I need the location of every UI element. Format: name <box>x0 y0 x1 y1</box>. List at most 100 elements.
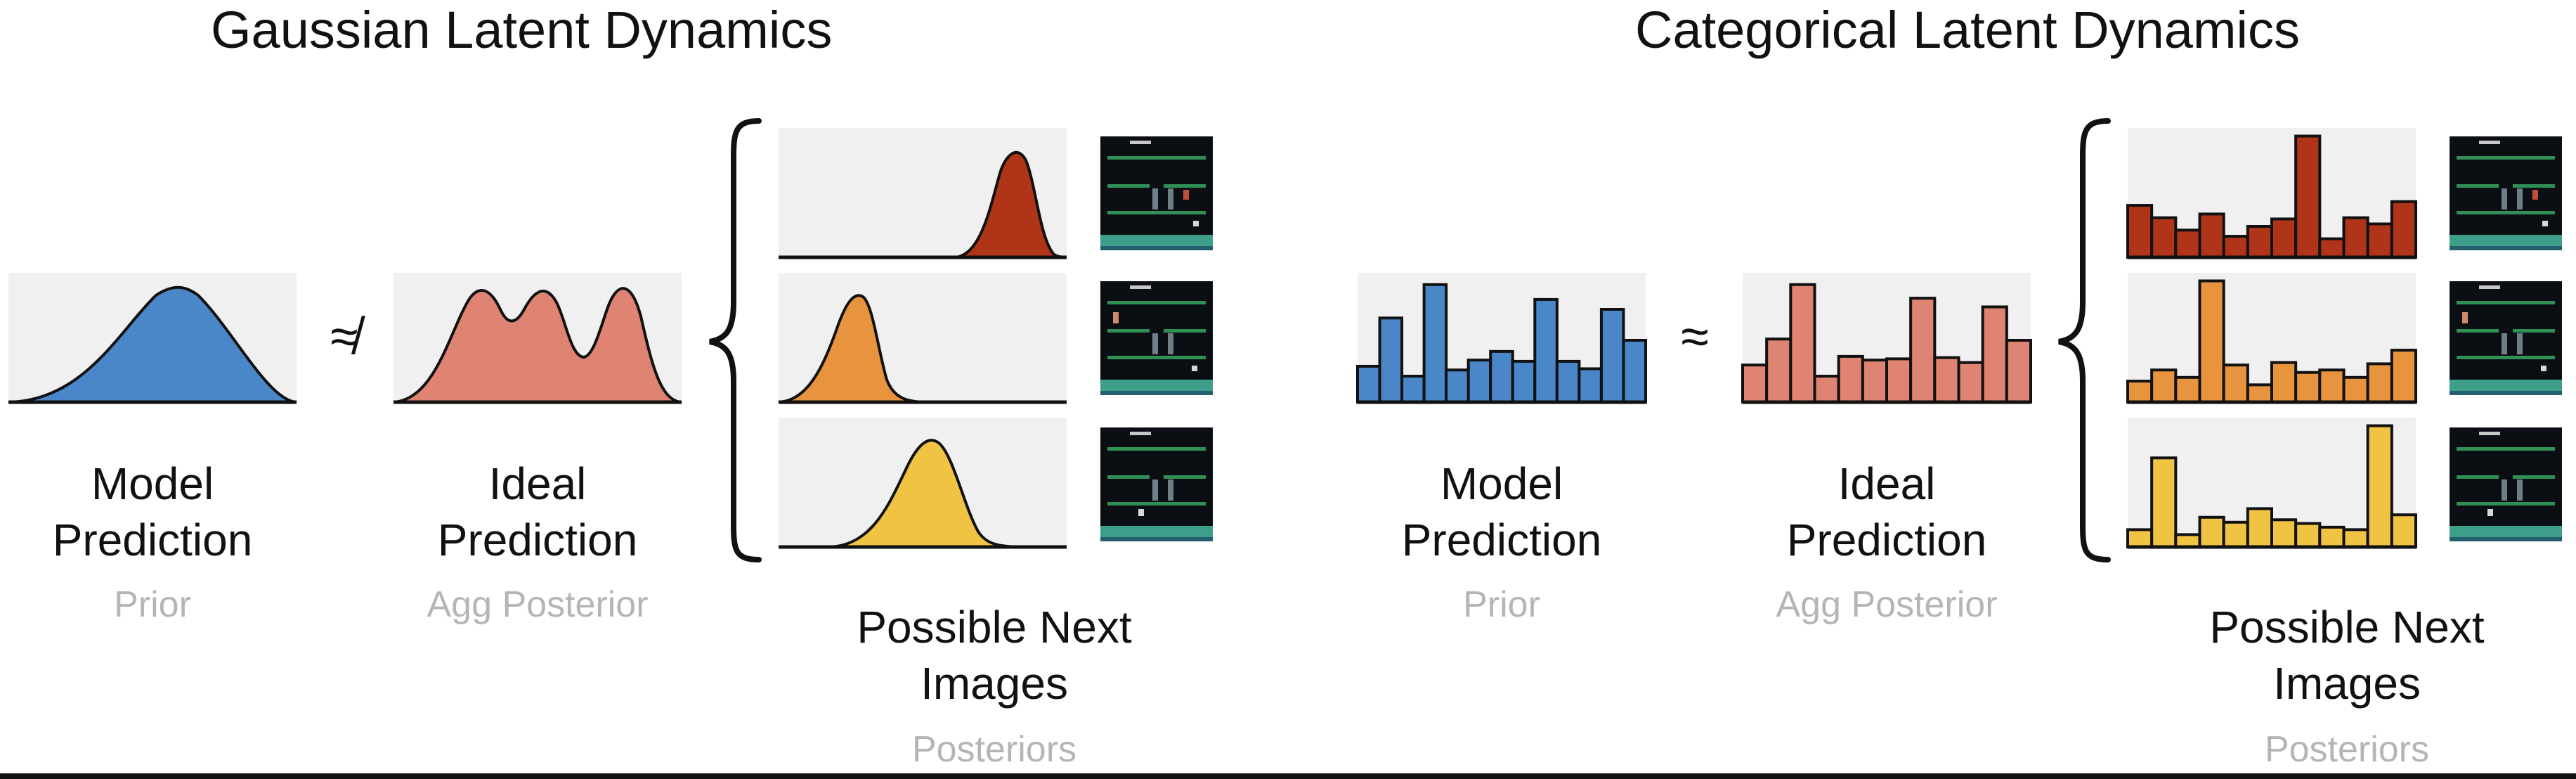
categorical-next-sublabel: Posteriors <box>2264 729 2430 770</box>
categorical-ideal-label: Ideal Prediction <box>1786 458 1987 565</box>
categorical-posterior-3-bar-10 <box>2342 528 2369 548</box>
gaussian-model-label: Model Prediction <box>52 458 253 565</box>
categorical-prior-bar-5 <box>1445 368 1470 404</box>
categorical-prior-plot <box>1356 273 1647 404</box>
categorical-posterior-1-bar-11 <box>2366 222 2393 259</box>
categorical-posterior-2-bar-12 <box>2390 349 2418 404</box>
categorical-posterior-2-bar-11 <box>2366 362 2393 404</box>
categorical-posterior-2-bar-9 <box>2318 368 2346 404</box>
categorical-agg-posterior-bar-8 <box>1909 297 1937 404</box>
gaussian-model-sublabel: Prior <box>114 584 191 625</box>
categorical-prior-bar-8 <box>1511 359 1537 404</box>
categorical-posterior-2-bar-2 <box>2150 368 2178 404</box>
categorical-ideal-sublabel: Agg Posterior <box>1776 584 1998 625</box>
categorical-agg-posterior-bar-12 <box>2005 339 2033 404</box>
categorical-prior-bar-12 <box>1599 308 1625 404</box>
categorical-prior-bar-10 <box>1555 359 1581 404</box>
categorical-prior-bar-4 <box>1422 283 1448 404</box>
categorical-prior-bar-1 <box>1356 364 1381 404</box>
categorical-posterior-1-bar-6 <box>2246 225 2274 259</box>
categorical-brace <box>2058 118 2111 562</box>
categorical-posterior-1-bar-10 <box>2342 216 2369 259</box>
categorical-posterior-1-bar-5 <box>2222 235 2249 259</box>
categorical-model-label: Model Prediction <box>1401 458 1602 565</box>
categorical-posterior-1-bar-4 <box>2198 212 2225 259</box>
categorical-agg-posterior-bar-5 <box>1837 354 1864 404</box>
categorical-posterior-1-bar-3 <box>2174 228 2201 259</box>
categorical-posterior-3-bar-8 <box>2294 522 2322 548</box>
categorical-prior-bar-2 <box>1378 316 1404 404</box>
gaussian-prior-curve <box>8 285 297 404</box>
categorical-posterior-3-bar-9 <box>2318 525 2346 549</box>
categorical-posterior-3-bar-6 <box>2246 507 2274 549</box>
gaussian-agg-posterior-plot <box>393 273 682 404</box>
categorical-posterior-3-bar-7 <box>2270 518 2298 549</box>
categorical-posterior-2-bar-8 <box>2294 371 2322 404</box>
categorical-posterior-1-bars <box>2126 134 2418 259</box>
gaussian-brace <box>709 118 762 562</box>
categorical-prior-bar-13 <box>1622 339 1647 404</box>
gaussian-side <box>8 118 1213 562</box>
categorical-posterior-2-bar-10 <box>2342 375 2369 404</box>
categorical-posterior-3-bar-12 <box>2390 513 2418 548</box>
categorical-frame-2 <box>2450 281 2562 395</box>
categorical-prior-bar-11 <box>1578 367 1603 404</box>
categorical-posterior-3-bar-11 <box>2366 424 2393 549</box>
categorical-posterior-1-bar-1 <box>2126 204 2154 259</box>
gaussian-frame-3 <box>1100 427 1213 541</box>
gaussian-frame-2 <box>1100 281 1213 395</box>
gaussian-ideal-label: Ideal Prediction <box>437 458 638 565</box>
categorical-posterior-3-bar-5 <box>2222 520 2249 548</box>
categorical-agg-posterior-bar-11 <box>1981 305 2008 404</box>
categorical-posterior-3-bar-4 <box>2198 515 2225 549</box>
categorical-posterior-3-bar-2 <box>2150 456 2178 549</box>
categorical-frame-1 <box>2450 136 2562 250</box>
categorical-posterior-1-bar-12 <box>2390 200 2418 259</box>
categorical-posterior-3-plot <box>2126 418 2418 549</box>
categorical-prior-bar-6 <box>1466 359 1492 404</box>
gaussian-ideal-sublabel: Agg Posterior <box>427 584 649 625</box>
categorical-posterior-2-bar-5 <box>2222 363 2249 404</box>
gaussian-next-label: Possible Next Images <box>857 602 1132 709</box>
categorical-posterior-2-bar-1 <box>2126 380 2154 404</box>
categorical-posterior-2-bar-6 <box>2246 383 2274 404</box>
categorical-posterior-2-bar-3 <box>2174 375 2201 404</box>
categorical-posterior-1-plot <box>2126 128 2418 259</box>
gaussian-posterior-1-plot <box>779 128 1067 259</box>
categorical-posterior-3-bar-1 <box>2126 528 2154 548</box>
categorical-agg-posterior-bar-7 <box>1885 357 1913 404</box>
categorical-prior-bars <box>1356 283 1647 404</box>
categorical-prior-bar-3 <box>1400 375 1426 404</box>
categorical-posterior-3-bars <box>2126 424 2418 549</box>
categorical-model-sublabel: Prior <box>1463 584 1540 625</box>
categorical-next-label: Possible Next Images <box>2209 602 2485 709</box>
categorical-posterior-1-bar-2 <box>2150 216 2178 259</box>
categorical-posterior-3-bar-3 <box>2174 533 2201 549</box>
categorical-agg-posterior-bar-3 <box>1789 283 1816 404</box>
categorical-prior-bar-7 <box>1489 349 1514 404</box>
categorical-agg-posterior-plot <box>1741 273 2033 404</box>
gaussian-frame-1 <box>1100 136 1213 250</box>
categorical-posterior-2-plot <box>2126 273 2418 404</box>
categorical-title: Categorical Latent Dynamics <box>1635 1 2300 59</box>
categorical-agg-posterior-bar-6 <box>1861 359 1889 404</box>
categorical-agg-posterior-bar-10 <box>1957 361 1984 404</box>
bottom-rule <box>0 773 2576 779</box>
categorical-agg-posterior-bar-9 <box>1933 356 1960 404</box>
categorical-agg-posterior-bar-2 <box>1765 337 1793 404</box>
categorical-posterior-2-bar-4 <box>2198 279 2225 404</box>
categorical-agg-posterior-bar-4 <box>1813 375 1840 404</box>
gaussian-posterior-3-plot <box>779 418 1067 549</box>
categorical-relation-symbol: ≈ <box>1681 309 1709 365</box>
gaussian-title: Gaussian Latent Dynamics <box>211 1 833 59</box>
categorical-posterior-2-bars <box>2126 279 2418 404</box>
gaussian-posterior-2-curve <box>778 294 928 404</box>
categorical-posterior-1-bar-8 <box>2294 134 2322 259</box>
categorical-side <box>1356 118 2562 562</box>
gaussian-relation-symbol: ≉ <box>330 309 358 365</box>
categorical-posterior-2-bar-7 <box>2270 361 2298 404</box>
categorical-posterior-1-bar-7 <box>2270 217 2298 259</box>
gaussian-next-sublabel: Posteriors <box>911 729 1077 770</box>
gaussian-agg-posterior-curve <box>393 287 682 404</box>
